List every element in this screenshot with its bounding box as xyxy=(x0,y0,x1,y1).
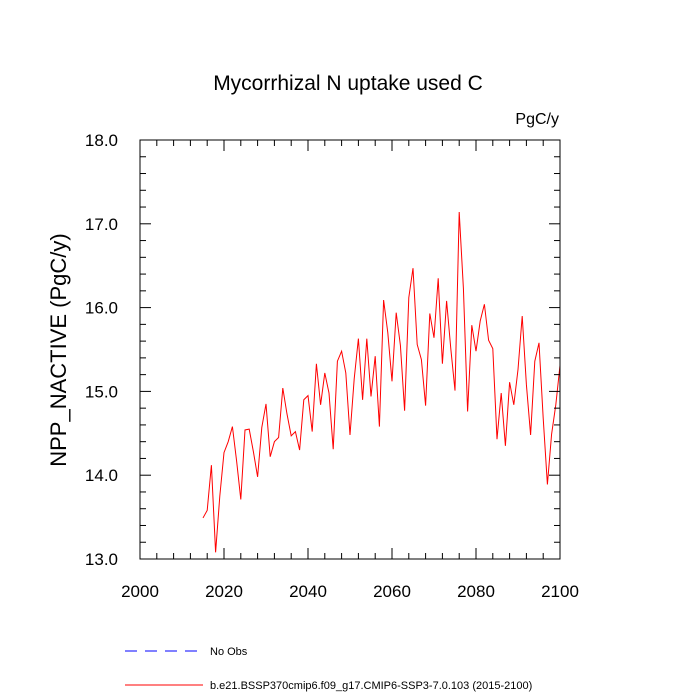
y-tick-label: 16.0 xyxy=(85,299,118,318)
x-tick-label: 2100 xyxy=(541,582,579,601)
y-tick-label: 18.0 xyxy=(85,131,118,150)
y-tick-label: 17.0 xyxy=(85,215,118,234)
series-line-1 xyxy=(202,212,561,553)
x-tick-labels: 2000 2020 2040 2060 2080 2100 xyxy=(121,582,579,601)
x-tick-label: 2080 xyxy=(457,582,495,601)
y-tick-labels: 13.0 14.0 15.0 16.0 17.0 18.0 xyxy=(85,131,118,569)
y-tick-label: 15.0 xyxy=(85,382,118,401)
legend-label-no-obs: No Obs xyxy=(210,646,248,658)
series-layer xyxy=(202,212,561,553)
plot-area xyxy=(139,139,561,560)
legend-label-model-run: b.e21.BSSP370cmip6.f09_g17.CMIP6-SSP3-7.… xyxy=(210,680,532,692)
y-tick-label: 14.0 xyxy=(85,466,118,485)
y-tick-label: 13.0 xyxy=(85,550,118,569)
x-tick-label: 2000 xyxy=(121,582,159,601)
x-tick-label: 2060 xyxy=(373,582,411,601)
minor-ticks xyxy=(140,140,560,559)
major-ticks xyxy=(139,139,561,560)
chart-title: Mycorrhizal N uptake used C xyxy=(213,72,483,95)
y-axis-label: NPP_NACTIVE (PgC/y) xyxy=(46,233,71,467)
x-tick-label: 2040 xyxy=(289,582,327,601)
units-label: PgC/y xyxy=(515,111,559,128)
legend: No Obs b.e21.BSSP370cmip6.f09_g17.CMIP6-… xyxy=(125,646,532,692)
x-tick-label: 2020 xyxy=(205,582,243,601)
plot-frame xyxy=(139,139,561,560)
